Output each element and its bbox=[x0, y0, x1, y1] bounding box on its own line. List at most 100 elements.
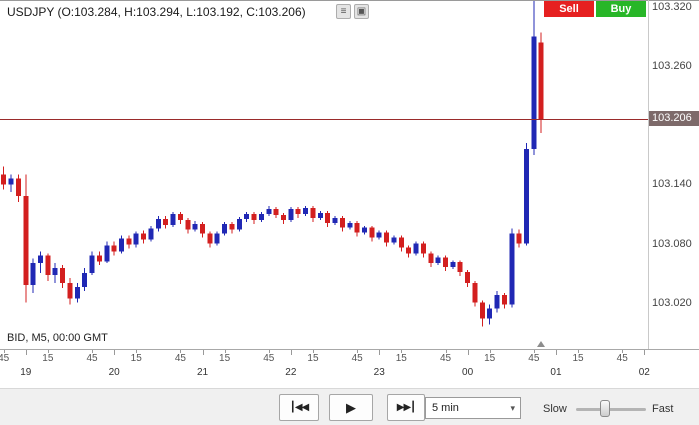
candle-body bbox=[200, 223, 205, 234]
candle-body bbox=[457, 262, 463, 273]
time-axis-tick bbox=[3, 350, 5, 353]
time-axis: 45 15 45 15 45 15 45 15 45 15 45 15 45 15 45 19 20 21 22 23… bbox=[0, 349, 699, 388]
current-time-marker bbox=[537, 341, 546, 347]
candle-body bbox=[185, 219, 191, 230]
chart-info-label: BID, M5, 00:00 GMT bbox=[7, 332, 108, 344]
speed-slider-track[interactable] bbox=[576, 408, 646, 411]
instrument-ohlc-title: USDJPY (O:103.284, H:103.294, L:103.192,… bbox=[7, 5, 306, 19]
candle-body bbox=[192, 223, 198, 230]
skip-to-end-button[interactable]: ▶▶┃ bbox=[387, 394, 425, 421]
price-axis-label: 103.080 bbox=[652, 237, 692, 250]
candle-body bbox=[354, 222, 360, 233]
candle-body bbox=[141, 233, 147, 240]
candle-body bbox=[119, 238, 124, 252]
speed-slow-label: Slow bbox=[543, 403, 567, 415]
candle-body bbox=[133, 233, 139, 245]
time-axis-minute-label: 15 bbox=[307, 353, 319, 364]
time-axis-tick bbox=[312, 350, 314, 353]
time-axis-hour-label: 22 bbox=[285, 367, 297, 378]
time-axis-tick bbox=[578, 350, 580, 353]
time-axis-minute-label: 45 bbox=[174, 353, 186, 364]
time-axis-tick bbox=[268, 350, 270, 353]
time-axis-hour-label: 23 bbox=[373, 367, 385, 378]
time-axis-hour-label: 01 bbox=[550, 367, 562, 378]
time-axis-minute-label: 15 bbox=[219, 353, 231, 364]
time-axis-hour-label: 19 bbox=[20, 367, 32, 378]
skip-to-start-button[interactable]: ┃◀◀ bbox=[279, 394, 319, 421]
candle-body bbox=[155, 218, 161, 229]
time-axis-tick bbox=[136, 350, 138, 353]
candle-body bbox=[163, 218, 169, 225]
time-axis-minute-label: 15 bbox=[572, 353, 584, 364]
candle-body bbox=[332, 217, 338, 223]
candle-body bbox=[8, 178, 14, 185]
candle-body bbox=[126, 238, 132, 245]
time-axis-tick bbox=[622, 350, 624, 353]
price-axis-label: 103.260 bbox=[652, 60, 692, 73]
speed-fast-label: Fast bbox=[652, 403, 674, 415]
sell-button[interactable]: Sell bbox=[544, 1, 594, 17]
candle-body bbox=[148, 228, 154, 240]
candle-body bbox=[74, 286, 80, 299]
time-axis-minute-label: 15 bbox=[484, 353, 496, 364]
candle-body bbox=[38, 255, 43, 264]
price-axis-label: 103.320 bbox=[652, 0, 692, 13]
candle-body bbox=[82, 273, 88, 287]
candle-body bbox=[281, 214, 286, 220]
chart-menu-icon[interactable]: ≡ bbox=[336, 4, 351, 19]
candle-body bbox=[317, 212, 323, 218]
price-axis: 103.206 103.320 103.260 103.140 103.080 103.… bbox=[648, 0, 699, 349]
candle-body bbox=[516, 233, 522, 244]
candlestick-chart[interactable] bbox=[0, 0, 648, 349]
time-axis-minute-label: 45 bbox=[439, 353, 452, 364]
interval-dropdown[interactable]: 5 min ▾ bbox=[425, 397, 521, 419]
candle-body bbox=[398, 237, 404, 248]
candle-body bbox=[266, 209, 272, 214]
time-axis-hour-label: 00 bbox=[462, 367, 474, 378]
candle-body bbox=[177, 213, 183, 220]
candle-body bbox=[376, 232, 382, 238]
candle-body bbox=[450, 262, 456, 268]
time-axis-tick bbox=[224, 350, 226, 353]
time-axis-hour-label: 20 bbox=[108, 367, 120, 378]
time-axis-tick bbox=[357, 350, 359, 353]
candle-body bbox=[288, 209, 294, 220]
speed-slider-thumb[interactable] bbox=[600, 400, 610, 417]
candle-body bbox=[524, 148, 529, 244]
candle-body bbox=[244, 213, 250, 219]
candle-body bbox=[30, 263, 36, 285]
candle-body bbox=[465, 272, 471, 283]
time-axis-tick bbox=[25, 350, 27, 355]
candle-body bbox=[236, 218, 242, 230]
speed-slider[interactable] bbox=[576, 395, 646, 421]
candle-body bbox=[104, 245, 110, 262]
candle-body bbox=[258, 213, 264, 220]
candle-body bbox=[501, 294, 507, 305]
time-axis-tick bbox=[202, 350, 204, 355]
candle-body bbox=[494, 294, 500, 309]
time-axis-tick bbox=[379, 350, 381, 355]
price-axis-label: 103.020 bbox=[652, 296, 692, 309]
time-axis-tick bbox=[47, 350, 49, 353]
chart-popout-icon[interactable]: ▣ bbox=[354, 4, 369, 19]
play-button[interactable]: ▶ bbox=[329, 394, 373, 421]
time-axis-minute-label: 15 bbox=[42, 353, 54, 364]
candle-body bbox=[369, 227, 375, 238]
candle-body bbox=[45, 255, 51, 276]
time-axis-tick bbox=[555, 350, 557, 355]
time-axis-tick bbox=[180, 350, 182, 353]
time-axis-hour-label: 21 bbox=[196, 367, 209, 378]
buy-button[interactable]: Buy bbox=[596, 1, 646, 17]
time-axis-minute-label: 45 bbox=[351, 353, 363, 364]
candle-body bbox=[472, 282, 478, 303]
time-axis-tick bbox=[533, 350, 535, 353]
chart-plot[interactable]: USDJPY (O:103.284, H:103.294, L:103.192,… bbox=[0, 0, 648, 349]
candle-body bbox=[347, 222, 353, 228]
candle-body bbox=[428, 253, 434, 264]
candle-body bbox=[384, 232, 390, 243]
candle-body bbox=[406, 247, 412, 254]
candle-body bbox=[207, 233, 213, 244]
candle-body bbox=[509, 233, 515, 305]
candle-body bbox=[1, 174, 7, 185]
